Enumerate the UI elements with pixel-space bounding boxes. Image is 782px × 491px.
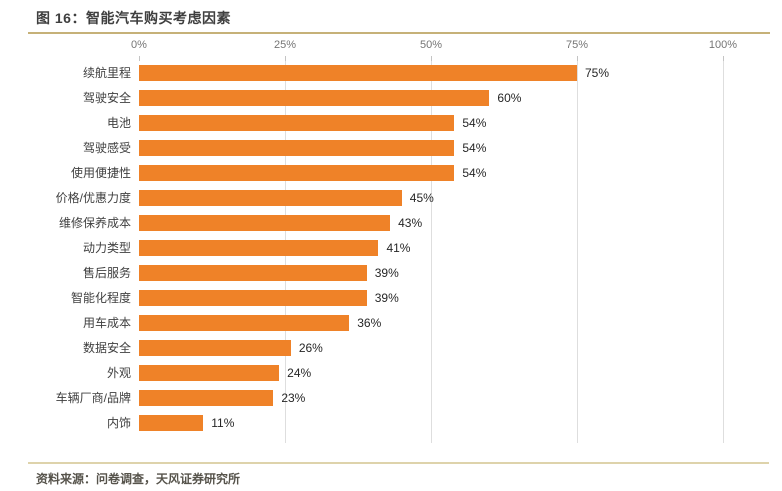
category-label: 使用便捷性 — [70, 166, 131, 180]
category-label: 外观 — [106, 366, 131, 380]
category-label: 数据安全 — [82, 341, 131, 355]
category-label: 价格/优惠力度 — [55, 191, 131, 205]
x-axis-label: 25% — [273, 39, 297, 51]
category-label: 用车成本 — [82, 316, 131, 330]
bar-row: 11% — [139, 415, 723, 431]
gridline — [723, 61, 724, 443]
category-label: 驾驶安全 — [82, 91, 131, 105]
x-axis-label: 0% — [131, 39, 147, 51]
bar — [139, 315, 350, 331]
category-label: 电池 — [106, 116, 131, 130]
bar — [139, 215, 391, 231]
bar-row: 54% — [139, 165, 723, 181]
x-axis-tick — [431, 56, 432, 61]
category-label: 车辆厂商/品牌 — [55, 391, 131, 405]
bar-row: 36% — [139, 315, 723, 331]
category-label: 智能化程度 — [70, 291, 131, 305]
bar-row: 41% — [139, 240, 723, 256]
bar — [139, 165, 455, 181]
bar — [139, 240, 379, 256]
plot-area: 75% 60% 54% 54% 54% 45% 43% 41% 39% 39% 36% 26% 24% 2… — [139, 61, 724, 443]
bar-value-label: 23% — [281, 391, 306, 405]
bar-value-label: 36% — [357, 316, 382, 330]
bar-value-label: 26% — [298, 341, 323, 355]
x-axis-label: 50% — [419, 39, 443, 51]
bar — [139, 340, 291, 356]
bar — [139, 140, 455, 156]
bar-row: 39% — [139, 290, 723, 306]
gridline — [577, 61, 578, 443]
x-axis-tick — [139, 56, 140, 61]
bar — [139, 190, 402, 206]
bar-value-label: 43% — [398, 216, 423, 230]
figure-title: 图 16：智能汽车购买考虑因素 — [36, 10, 231, 26]
bar — [139, 115, 455, 131]
category-label: 动力类型 — [82, 241, 131, 255]
category-label: 驾驶感受 — [82, 141, 131, 155]
bar-value-label: 45% — [409, 191, 434, 205]
footer-rule — [28, 462, 769, 464]
category-label: 售后服务 — [82, 266, 131, 280]
category-label: 维修保养成本 — [58, 216, 131, 230]
bar-value-label: 54% — [462, 166, 487, 180]
bar-row: 43% — [139, 215, 723, 231]
bar-row: 39% — [139, 265, 723, 281]
bar-row: 60% — [139, 90, 723, 106]
x-axis-tick — [577, 56, 578, 61]
x-axis-label: 100% — [708, 39, 738, 51]
bar — [139, 415, 204, 431]
bar-value-label: 39% — [374, 291, 399, 305]
bar — [139, 265, 367, 281]
bar-row: 54% — [139, 115, 723, 131]
category-label: 续航里程 — [82, 66, 131, 80]
bar-row: 75% — [139, 65, 723, 81]
bar-row: 54% — [139, 140, 723, 156]
bar-value-label: 54% — [462, 141, 487, 155]
bar-row: 26% — [139, 340, 723, 356]
bar — [139, 290, 367, 306]
gridline — [431, 61, 432, 443]
bar-value-label: 54% — [462, 116, 487, 130]
bar-value-label: 75% — [585, 66, 610, 80]
category-label: 内饰 — [106, 416, 131, 430]
bar-row: 45% — [139, 190, 723, 206]
bar — [139, 90, 490, 106]
bar-value-label: 41% — [386, 241, 411, 255]
bar-row: 24% — [139, 365, 723, 381]
category-axis: 续航里程驾驶安全电池驾驶感受使用便捷性价格/优惠力度 维修保养成本动力类型售后服务… — [0, 61, 131, 443]
bar-row: 23% — [139, 390, 723, 406]
x-axis-label: 75% — [565, 39, 589, 51]
x-axis-tick — [723, 56, 724, 61]
x-axis: 0% 25% 50% 75% 100% — [131, 39, 737, 61]
bar-value-label: 11% — [211, 416, 235, 430]
bar-value-label: 24% — [287, 366, 312, 380]
bar-value-label: 39% — [374, 266, 399, 280]
x-axis-tick — [285, 56, 286, 61]
bar-value-label: 60% — [497, 91, 522, 105]
source-note: 资料来源：问卷调查，天风证券研究所 — [36, 472, 241, 486]
bar — [139, 390, 274, 406]
title-rule — [28, 32, 770, 34]
bar — [139, 65, 577, 81]
bar — [139, 365, 280, 381]
